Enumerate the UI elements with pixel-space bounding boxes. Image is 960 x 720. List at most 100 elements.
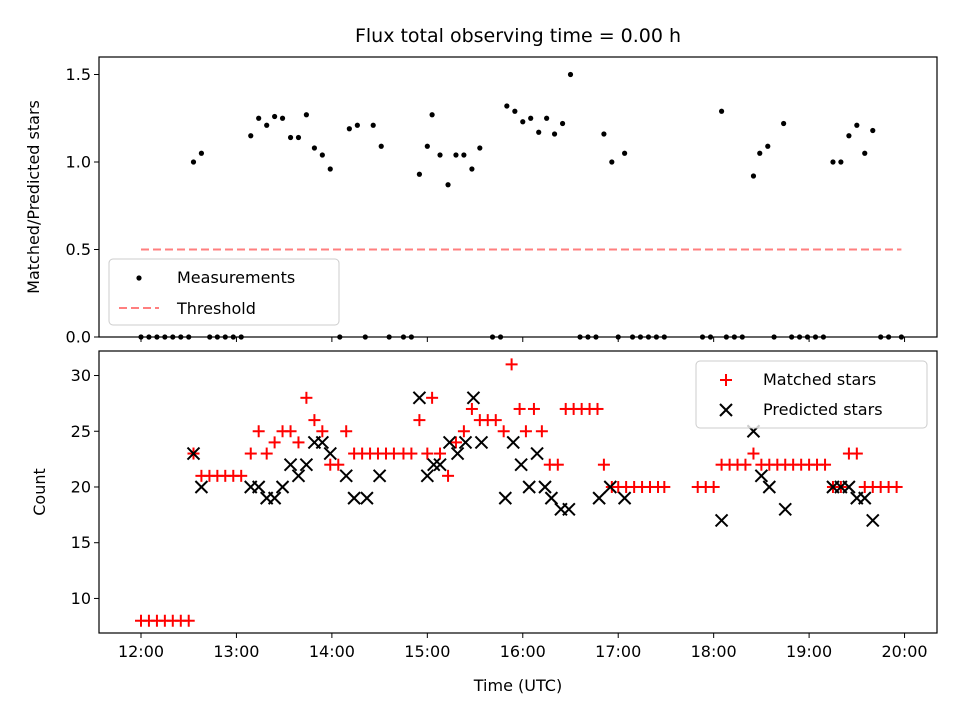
matched-point (457, 425, 470, 438)
matched-point (489, 414, 502, 427)
measurement-point (469, 166, 475, 172)
measurement-point (781, 120, 787, 127)
predicted-point (458, 435, 473, 450)
matched-point (465, 402, 478, 415)
matched-point (316, 425, 329, 438)
bottom-x-tick-label: 19:00 (786, 642, 832, 661)
measurement-point (190, 159, 197, 165)
matched-point (739, 458, 752, 471)
bottom-x-axis-label: Time (UTC) (473, 676, 562, 695)
predicted-point (592, 491, 606, 505)
matched-point (505, 358, 518, 371)
measurement-point (453, 152, 459, 158)
legend-predicted-label: Predicted stars (763, 400, 883, 419)
bottom-y-tick-label: 20 (71, 477, 91, 496)
matched-point (413, 414, 426, 427)
predicted-point (433, 457, 447, 472)
predicted-point (442, 435, 457, 450)
matched-point (340, 425, 353, 438)
predicted-point (754, 469, 769, 483)
top-y-tick-label: 1.5 (66, 65, 91, 84)
measurement-point (437, 152, 443, 158)
predicted-point (412, 391, 427, 405)
measurement-point (295, 134, 302, 141)
legend-threshold-label: Threshold (176, 299, 256, 318)
bottom-y-tick-label: 10 (71, 589, 91, 608)
measurement-point (536, 129, 542, 135)
measurement-point (862, 150, 868, 156)
top-y-tick-label: 1.0 (66, 153, 91, 172)
measurement-point (378, 143, 384, 149)
matched-point (527, 402, 540, 415)
predicted-point (267, 491, 282, 505)
measurement-point (512, 108, 518, 114)
measurement-point (370, 122, 376, 128)
predicted-point (562, 502, 576, 516)
measurement-point (854, 122, 860, 128)
bottom-legend: Matched stars Predicted stars (695, 360, 928, 429)
bottom-ticks: 10 15 20 25 30 12:00 13:00 14:00 15:00 16:00 17:00… (71, 366, 928, 661)
matched-point (513, 402, 526, 415)
measurement-point (718, 108, 725, 114)
top-y-tick-label: 0.5 (66, 240, 91, 259)
measurement-point (248, 133, 254, 139)
bottom-x-tick-label: 15:00 (404, 642, 450, 661)
measurement-point (750, 173, 757, 179)
measurement-point (544, 115, 550, 121)
measurement-point (528, 115, 534, 121)
bottom-y-tick-label: 25 (71, 422, 91, 441)
bottom-x-tick-label: 20:00 (881, 642, 927, 661)
matched-point (551, 458, 564, 471)
predicted-point (427, 457, 441, 472)
measurement-point (279, 115, 286, 121)
predicted-point (251, 480, 266, 494)
predicted-point (842, 480, 856, 494)
predicted-point (194, 480, 209, 494)
legend-predicted-marker (719, 403, 733, 417)
measurement-point (477, 145, 483, 151)
matched-point (405, 447, 418, 460)
measurement-point (830, 159, 836, 165)
bottom-x-tick-label: 17:00 (595, 642, 641, 661)
bottom-legend-box (695, 360, 928, 429)
measurement-point (303, 112, 310, 118)
bottom-y-tick-label: 15 (71, 533, 91, 552)
matched-point (707, 480, 720, 493)
matched-point (497, 425, 510, 438)
predicted-point (339, 469, 353, 483)
matched-point (268, 436, 281, 449)
top-y-axis-label: Matched/Predicted stars (24, 100, 43, 294)
bottom-x-tick-label: 18:00 (691, 642, 737, 661)
top-axes-frame (98, 56, 938, 338)
bottom-x-tick-label: 16:00 (500, 642, 546, 661)
measurement-point (551, 131, 558, 137)
bottom-x-tick-label: 13:00 (213, 642, 259, 661)
matched-point (292, 436, 305, 449)
top-title: Flux total observing time = 0.00 h (355, 25, 681, 47)
measurement-point (327, 166, 333, 172)
predicted-point (474, 435, 489, 450)
top-legend: Measurements Threshold (108, 258, 340, 326)
matched-point (850, 447, 863, 460)
predicted-point (858, 491, 872, 505)
predicted-point (866, 513, 880, 528)
top-legend-box (108, 258, 340, 326)
matched-point (244, 447, 257, 460)
top-panel: Flux total observing time = 0.00 h Match… (24, 25, 938, 347)
measurement-point (287, 134, 294, 141)
matched-point (426, 391, 439, 404)
measurement-point (838, 159, 844, 165)
matched-point (252, 425, 265, 438)
measurement-point (622, 150, 628, 156)
measurement-point (319, 152, 325, 158)
measurement-point (757, 150, 763, 156)
predicted-point (186, 446, 201, 461)
predicted-point (538, 480, 552, 494)
matched-point (519, 425, 532, 438)
predicted-point (544, 491, 559, 505)
predicted-point (714, 513, 729, 528)
measurement-point (346, 126, 352, 132)
bottom-panel: Count Time (UTC) 10 15 20 25 30 12:00 13:00 14:… (30, 350, 938, 695)
matched-point (535, 425, 548, 438)
